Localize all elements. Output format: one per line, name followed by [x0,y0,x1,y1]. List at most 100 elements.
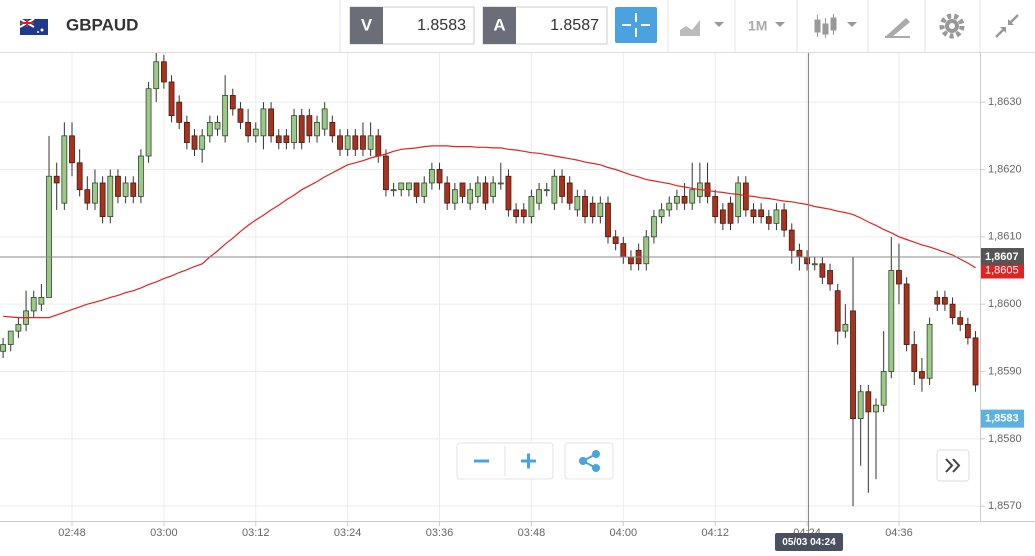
candle-body [153,61,160,90]
candle-body [911,344,918,372]
candle-body [46,175,52,298]
crosshair-button[interactable] [615,7,657,43]
candle-body [76,162,83,191]
candle-body [949,303,956,319]
candle-body [291,115,297,143]
candle-body [360,135,366,150]
candle-body [605,202,611,238]
candle-body [321,108,328,130]
candle-body [413,182,420,197]
candle-body [214,121,221,130]
x-tick-label: 03:48 [518,527,546,539]
x-tick-label: 03:12 [242,527,270,539]
candle-body [666,202,673,211]
x-tick-label: 03:24 [334,527,362,539]
candle-body [314,121,320,137]
y-tick-label: 1,8630 [988,96,1022,108]
candle-body [727,202,734,224]
candle-body [651,216,657,238]
candle-body [53,175,60,184]
candle-body [275,135,282,143]
candle-body [283,135,290,143]
candle-body [919,371,925,379]
candle-body [536,189,542,204]
crosshair-time-label: 05/03 04:24 [782,537,836,548]
crosshair-price-label: 1,8607 [985,251,1019,263]
zoom-in-button[interactable] [521,453,536,469]
candle-body [520,209,527,218]
candle-body [543,189,550,192]
x-tick-label: 03:00 [150,527,178,539]
y-tick-label: 1,8580 [988,433,1022,445]
candle-body [712,196,719,218]
scroll-right-button[interactable] [936,449,970,482]
candle-body [390,189,397,192]
ma-price-label: 1,8605 [985,264,1019,276]
chart-type-button[interactable] [680,20,724,36]
candle-body [383,155,389,191]
candle-body [176,101,183,123]
candle-body [69,135,75,164]
share-button[interactable] [564,442,614,480]
candle-body [38,297,45,305]
candle-body [222,95,229,137]
bid-label: V [361,15,373,34]
candle-body [30,297,37,312]
bid-price-box [981,409,1024,428]
x-tick-label: 04:12 [701,527,729,539]
candle-body [229,95,236,110]
candle-body [306,115,313,137]
candle-body [842,323,849,332]
x-tick-label: 04:00 [610,527,638,539]
moving-average [3,145,976,319]
candle-body [773,209,780,224]
candle-body [459,182,466,197]
y-tick-label: 1,8590 [988,365,1022,377]
candle-body [367,135,374,150]
candle-body [834,290,841,332]
bid-tag [350,7,383,44]
candle-body [719,209,726,224]
symbol: GBPAUD [66,15,138,34]
candle-body [490,182,497,197]
candle-body [436,169,443,184]
candle-body [237,108,244,123]
candle-body [735,182,742,218]
candle-body [268,108,274,137]
candle-body [122,182,129,197]
candle-body [689,189,696,204]
candle-body [865,391,872,413]
candle-body [206,121,213,137]
candle-body [84,189,91,204]
candle-body [482,182,489,204]
candle-body [566,182,573,204]
timeframe[interactable]: 1M [748,18,767,34]
y-tick-label: 1,8620 [988,163,1022,175]
candle-body [551,175,558,204]
drawing-button[interactable] [885,18,910,38]
candle-body [597,202,604,218]
candle-body [658,209,665,218]
candle-body [880,371,887,406]
candle-body [160,61,167,83]
candle-body [252,128,259,137]
candle-body [528,196,535,218]
collapse-button[interactable] [995,14,1019,38]
candle-body [398,182,405,191]
candle-body [421,182,428,197]
candle-style-button[interactable] [814,14,857,38]
candle-body [107,175,114,218]
candle-body [92,182,98,204]
settings-button[interactable] [939,13,965,39]
candle-body [474,182,481,197]
candle-body [183,121,190,143]
candle-body [896,270,902,285]
candle-body [444,182,451,204]
candle-body [61,135,68,204]
candle-body [15,323,22,332]
ask-tag [483,7,516,44]
y-tick-label: 1,8570 [988,500,1022,512]
candle-body [375,135,382,157]
